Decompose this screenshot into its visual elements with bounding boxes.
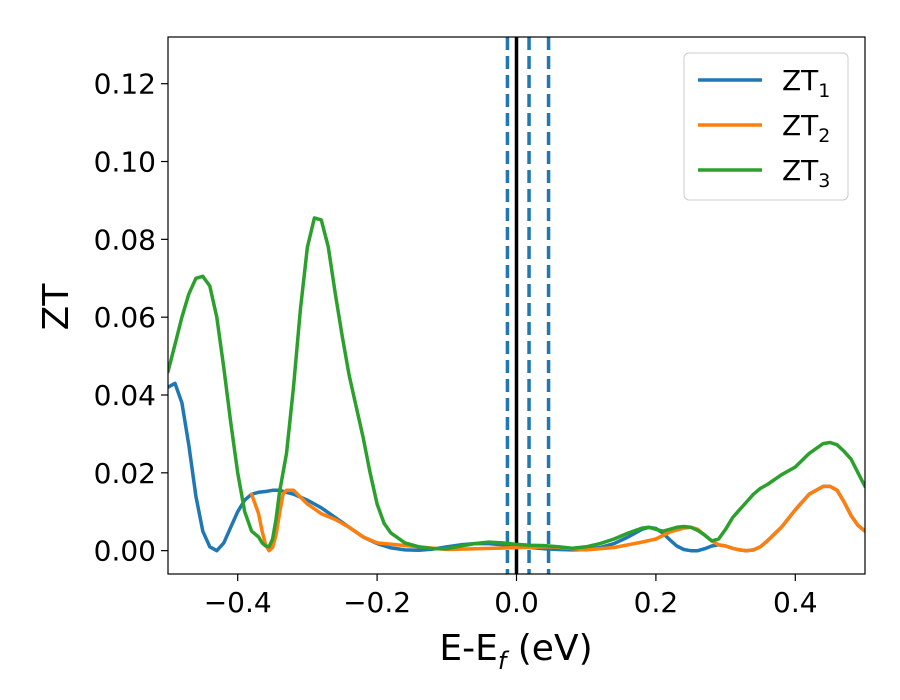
series-line-2 [249,484,865,553]
x-axis-label: E-Ef (eV) [439,628,592,675]
legend-label-2: ZT2 [782,109,830,147]
reference-lines [505,37,551,574]
legend-box [683,52,849,201]
x-tick-label-1: −0.2 [343,586,411,619]
y-tick-label-0: 0.00 [94,535,156,568]
y-tick-label-3: 0.06 [94,301,156,334]
y-tick-label-1: 0.02 [94,457,156,490]
legend-label-3: ZT3 [782,154,830,192]
y-axis-ticks: 0.00 0.02 0.04 0.06 0.08 0.10 0.12 [94,68,168,568]
legend-label-1: ZT1 [782,64,830,102]
y-tick-label-4: 0.08 [94,223,156,256]
x-axis-label-suffix: (eV) [506,628,592,669]
y-tick-label-5: 0.10 [94,146,156,179]
x-tick-label-0: −0.4 [204,586,272,619]
legend: ZT1 ZT2 ZT3 [683,52,849,201]
series-line-3 [168,216,865,551]
x-tick-label-2: 0.0 [494,586,539,619]
x-axis-ticks: −0.4 −0.2 0.0 0.2 0.4 [204,574,818,619]
series-lines [168,216,865,553]
y-tick-label-6: 0.12 [94,68,156,101]
x-tick-label-3: 0.2 [634,586,679,619]
y-tick-label-2: 0.04 [94,379,156,412]
x-tick-label-4: 0.4 [773,586,818,619]
y-axis-label: ZT [36,283,77,331]
